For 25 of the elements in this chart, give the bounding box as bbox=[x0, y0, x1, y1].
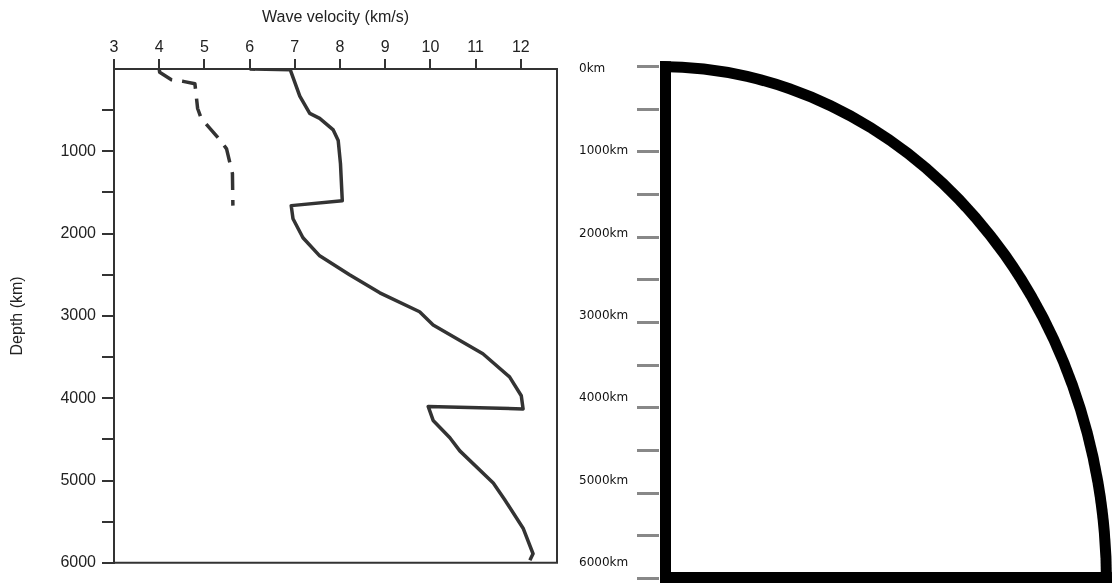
x-tick-label: 3 bbox=[109, 37, 119, 55]
y-tick-label: 6000 bbox=[60, 553, 97, 571]
y2-tick-label: 4000km bbox=[579, 390, 629, 405]
x-tick-label: 10 bbox=[421, 37, 440, 55]
y2-tick-label: 0km bbox=[579, 61, 606, 76]
y2-tick-label: 3000km bbox=[579, 308, 629, 323]
y2-tick-label: 2000km bbox=[579, 225, 629, 240]
y-tick-label: 4000 bbox=[60, 388, 97, 406]
x-tick-label: 5 bbox=[199, 37, 209, 55]
y2-tick-label: 5000km bbox=[579, 472, 629, 487]
x-tick-label: 8 bbox=[335, 37, 345, 55]
x-tick-label: 4 bbox=[154, 37, 164, 55]
x-tick-label: 11 bbox=[467, 37, 485, 55]
y-tick-label: 3000 bbox=[60, 306, 97, 324]
x-tick-label: 9 bbox=[380, 37, 390, 55]
y2-tick-label: 1000km bbox=[579, 143, 629, 158]
x-tick-label: 7 bbox=[290, 37, 300, 55]
x-axis-title: Wave velocity (km/s) bbox=[262, 8, 409, 26]
y-tick-label: 2000 bbox=[60, 224, 97, 242]
y-tick-label: 5000 bbox=[60, 470, 97, 488]
y-tick-label: 1000 bbox=[60, 141, 97, 159]
x-tick-label: 12 bbox=[511, 37, 530, 55]
x-tick-label: 6 bbox=[245, 37, 255, 55]
y-axis-title: Depth (km) bbox=[8, 276, 26, 356]
y2-tick-label: 6000km bbox=[579, 554, 629, 569]
